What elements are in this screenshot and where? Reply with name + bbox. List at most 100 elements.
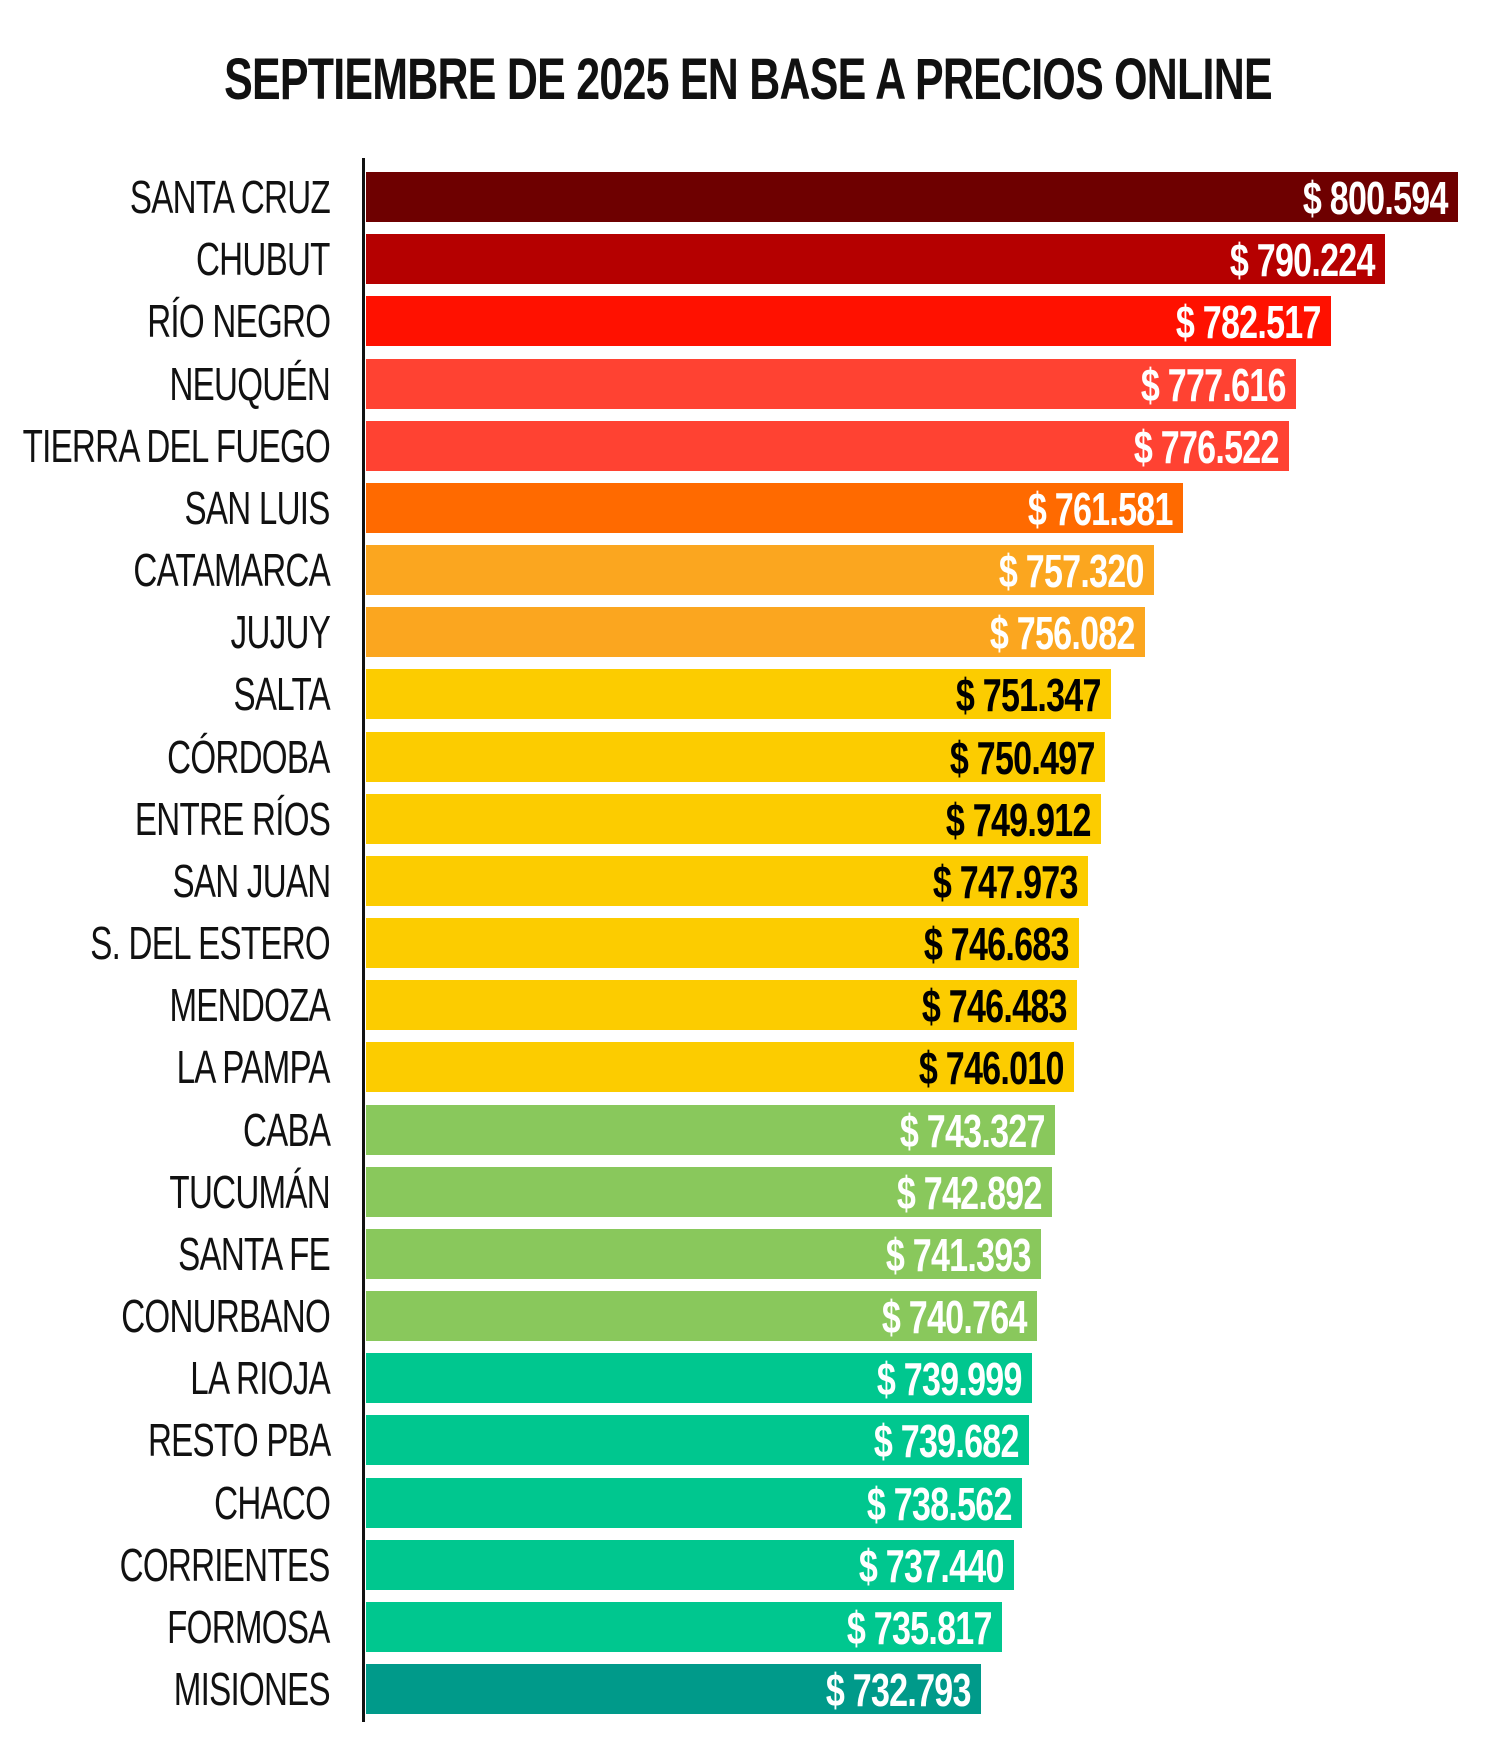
data-label: $ 761.581 [977,483,1174,535]
category-label-text: FORMOSA [167,1601,331,1653]
data-label: $ 776.522 [1083,421,1280,473]
bar: $ 737.440 [366,1540,1014,1592]
data-label: $ 742.892 [846,1167,1043,1219]
category-label: SANTA FE [119,1228,331,1280]
category-label-text: LA PAMPA [176,1041,331,1093]
data-label-text: $ 746.683 [924,918,1070,970]
bar: $ 776.522 [366,421,1289,473]
bar: $ 757.320 [366,545,1154,597]
category-label: CATAMARCA [57,545,330,595]
category-label-text: MISIONES [173,1663,331,1715]
category-label-text: CONURBANO [121,1290,331,1342]
data-label: $ 747.973 [882,856,1079,908]
category-label-text: LA RIOJA [190,1352,330,1404]
bar: $ 741.393 [366,1229,1041,1281]
bar: $ 740.764 [366,1291,1037,1343]
data-label: $ 741.393 [835,1229,1032,1281]
data-label: $ 790.224 [1179,234,1376,286]
bar: $ 750.497 [366,732,1105,784]
data-label-text: $ 742.892 [897,1167,1043,1219]
data-label-text: $ 741.393 [886,1229,1032,1281]
bar: $ 746.683 [366,918,1079,970]
data-label-text: $ 790.224 [1230,234,1376,286]
chart-title-text: SEPTIEMBRE DE 2025 EN BASE A PRECIOS ONL… [224,47,1273,112]
data-label-text: $ 782.517 [1176,296,1322,348]
category-label-text: S. DEL ESTERO [90,917,330,969]
category-label-text: MENDOZA [169,979,330,1031]
data-label: $ 751.347 [905,669,1102,721]
bar: $ 777.616 [366,359,1296,411]
bar: $ 790.224 [366,234,1385,286]
data-label: $ 739.682 [823,1415,1020,1467]
data-label-text: $ 737.440 [859,1540,1005,1592]
data-label-text: $ 739.682 [874,1415,1020,1467]
bar: $ 742.892 [366,1167,1052,1219]
category-label: RESTO PBA [77,1414,331,1466]
category-label: TIERRA DEL FUEGO [0,420,331,472]
category-label-text: SANTA CRUZ [129,171,331,223]
bar: $ 732.793 [366,1664,981,1716]
category-label-text: CABA [242,1104,331,1156]
category-label-text: ENTRE RÍOS [134,793,331,845]
category-label: TUCUMÁN [107,1167,330,1217]
category-label: JUJUY [192,606,331,658]
data-label-text: $ 735.817 [847,1602,993,1654]
bar: $ 746.483 [366,980,1077,1032]
data-label: $ 735.817 [796,1602,993,1654]
category-label: MISIONES [113,1663,331,1715]
category-label-text: RESTO PBA [147,1414,331,1466]
data-label: $ 746.483 [871,980,1068,1032]
category-label-text: SANTA FE [178,1228,331,1280]
data-label-text: $ 751.347 [956,669,1102,721]
category-label-text: CHACO [213,1477,331,1529]
category-label: FORMOSA [104,1601,331,1653]
category-label: RÍO NEGRO [76,295,331,347]
category-label-text: CHUBUT [196,233,330,285]
data-label: $ 800.594 [1252,172,1449,224]
data-label: $ 740.764 [831,1291,1028,1343]
category-label: LA PAMPA [117,1041,331,1093]
category-label: CABA [209,1104,331,1156]
category-label-text: TIERRA DEL FUEGO [22,420,331,472]
data-label-text: $ 800.594 [1303,172,1449,224]
category-label: CONURBANO [40,1290,331,1342]
data-label-text: $ 747.973 [933,856,1079,908]
bar: $ 739.682 [366,1415,1029,1467]
data-label: $ 746.010 [868,1042,1065,1094]
category-label: SAN LUIS [128,482,331,534]
category-label: SANTA CRUZ [52,171,331,223]
data-label: $ 749.912 [895,794,1092,846]
bar: $ 749.912 [366,794,1101,846]
category-label: CORRIENTES [38,1539,331,1591]
data-label-text: $ 732.793 [826,1664,972,1716]
bar: $ 747.973 [366,856,1088,908]
category-label: CHACO [169,1477,331,1529]
y-axis-line [362,158,365,1722]
bar: $ 800.594 [366,172,1458,224]
category-label-text: RÍO NEGRO [146,295,331,347]
category-label-text: CÓRDOBA [167,731,331,783]
bar: $ 735.817 [366,1602,1002,1654]
data-label: $ 757.320 [948,545,1145,597]
bar: $ 782.517 [366,296,1331,348]
chart-title: SEPTIEMBRE DE 2025 EN BASE A PRECIOS ONL… [0,46,1496,113]
bar: $ 756.082 [366,607,1145,659]
data-label-text: $ 776.522 [1134,421,1280,473]
data-label: $ 746.683 [873,918,1070,970]
category-label-text: JUJUY [230,606,331,658]
data-label: $ 732.793 [775,1664,972,1716]
category-label: S. DEL ESTERO [0,918,330,968]
category-label-text: SAN LUIS [184,482,331,534]
category-label-text: TUCUMÁN [169,1166,330,1218]
category-label: NEUQUÉN [107,359,330,409]
category-label: SAN JUAN [111,855,331,907]
data-label-text: $ 756.082 [990,607,1136,659]
data-label-text: $ 757.320 [999,545,1145,597]
data-label: $ 738.562 [816,1478,1013,1530]
category-label-text: NEUQUÉN [169,358,330,410]
data-label: $ 756.082 [939,607,1136,659]
category-label-text: CORRIENTES [120,1539,331,1591]
category-label-text: SALTA [233,668,331,720]
category-label-text: SAN JUAN [171,855,331,907]
category-label: MENDOZA [107,980,330,1030]
